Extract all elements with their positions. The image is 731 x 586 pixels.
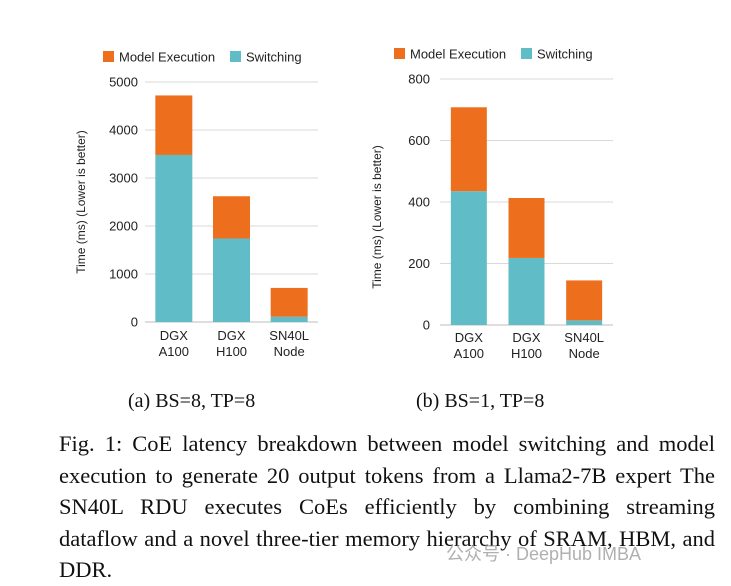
x-tick-label: DGX: [160, 328, 189, 343]
bar-switching: [213, 238, 250, 322]
bar-model-execution: [270, 287, 308, 317]
watermark: 公众号 · DeepHub IMBA: [446, 544, 642, 564]
bar-switching: [450, 191, 487, 325]
y-tick-label: 5000: [109, 75, 138, 90]
y-tick-label: 600: [408, 133, 430, 148]
bar-model-execution: [566, 280, 603, 321]
bar-model-execution: [213, 196, 250, 239]
y-tick-label: 800: [408, 72, 430, 87]
legend-swatch-switching: [521, 48, 532, 59]
x-tick-label: SN40L: [564, 330, 604, 345]
legend-swatch-model-execution: [394, 48, 405, 59]
subcaption-a: (a) BS=8, TP=8: [128, 390, 256, 412]
x-tick-label: DGX: [455, 330, 484, 345]
legend-label: Switching: [537, 47, 593, 62]
x-tick-label: H100: [216, 344, 247, 359]
y-tick-label: 2000: [109, 219, 138, 234]
x-tick-label: A100: [159, 344, 189, 359]
figure-caption: Fig. 1: CoE latency breakdown between mo…: [59, 431, 715, 582]
bar-model-execution: [508, 198, 545, 258]
x-tick-label: A100: [454, 346, 484, 361]
bar-model-execution: [450, 107, 487, 192]
legend-label: Switching: [246, 50, 302, 65]
y-tick-label: 3000: [109, 171, 138, 186]
legend-swatch-switching: [230, 51, 241, 62]
bar-switching: [270, 316, 308, 322]
y-tick-label: 0: [423, 318, 430, 333]
y-tick-label: 4000: [109, 123, 138, 138]
y-tick-label: 200: [408, 256, 430, 271]
legend-swatch-model-execution: [103, 51, 114, 62]
y-tick-label: 1000: [109, 267, 138, 282]
bar-switching: [566, 320, 603, 325]
subcaption-b: (b) BS=1, TP=8: [416, 390, 545, 412]
legend-label: Model Execution: [119, 50, 215, 65]
x-tick-label: H100: [511, 346, 542, 361]
bar-switching: [508, 257, 545, 325]
y-tick-label: 400: [408, 195, 430, 210]
x-tick-label: DGX: [217, 328, 246, 343]
x-tick-label: Node: [569, 346, 600, 361]
y-tick-label: 0: [131, 315, 138, 330]
bar-switching: [155, 154, 193, 322]
legend-label: Model Execution: [410, 47, 506, 62]
x-tick-label: DGX: [512, 330, 541, 345]
x-tick-label: Node: [274, 344, 305, 359]
y-axis-title: Time (ms) (Lower is better): [74, 130, 88, 274]
bar-model-execution: [155, 95, 193, 155]
y-axis-title: Time (ms) (Lower is better): [370, 145, 384, 289]
x-tick-label: SN40L: [269, 328, 309, 343]
